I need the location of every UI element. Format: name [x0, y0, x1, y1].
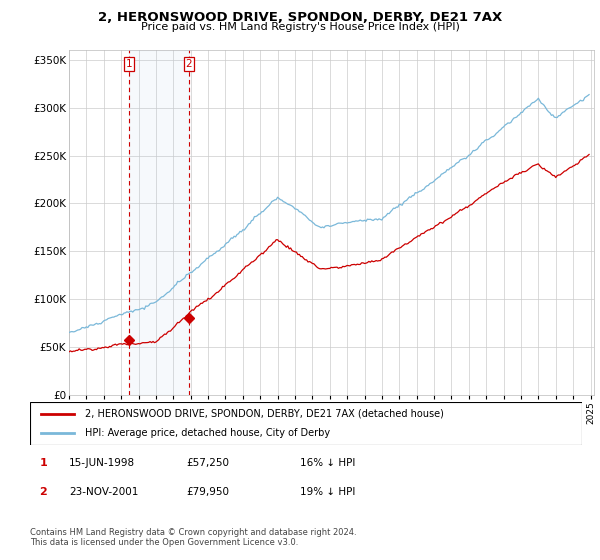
- Text: £57,250: £57,250: [186, 458, 229, 468]
- Text: 2, HERONSWOOD DRIVE, SPONDON, DERBY, DE21 7AX (detached house): 2, HERONSWOOD DRIVE, SPONDON, DERBY, DE2…: [85, 409, 444, 419]
- Text: Price paid vs. HM Land Registry's House Price Index (HPI): Price paid vs. HM Land Registry's House …: [140, 22, 460, 32]
- Text: 1: 1: [126, 59, 133, 69]
- Text: HPI: Average price, detached house, City of Derby: HPI: Average price, detached house, City…: [85, 428, 331, 438]
- Text: 2: 2: [40, 487, 47, 497]
- Text: 2, HERONSWOOD DRIVE, SPONDON, DERBY, DE21 7AX: 2, HERONSWOOD DRIVE, SPONDON, DERBY, DE2…: [98, 11, 502, 24]
- Text: £79,950: £79,950: [186, 487, 229, 497]
- Bar: [129, 50, 189, 395]
- Text: Contains HM Land Registry data © Crown copyright and database right 2024.
This d: Contains HM Land Registry data © Crown c…: [30, 528, 356, 547]
- Text: 16% ↓ HPI: 16% ↓ HPI: [300, 458, 355, 468]
- Text: 1: 1: [40, 458, 47, 468]
- Text: 19% ↓ HPI: 19% ↓ HPI: [300, 487, 355, 497]
- Text: 2: 2: [185, 59, 192, 69]
- Text: 15-JUN-1998: 15-JUN-1998: [69, 458, 135, 468]
- Text: 23-NOV-2001: 23-NOV-2001: [69, 487, 139, 497]
- FancyBboxPatch shape: [30, 402, 582, 445]
